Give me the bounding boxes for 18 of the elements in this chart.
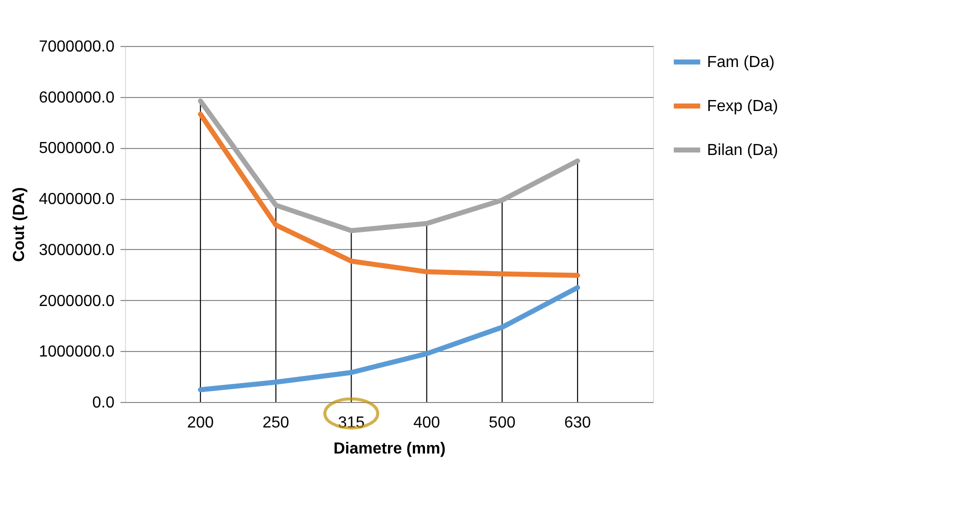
x-tick-label: 200 (187, 414, 214, 432)
legend-label: Fexp (Da) (707, 98, 778, 115)
y-tick-label: 1000000.0 (38, 344, 115, 361)
y-tick-label: 0.0 (92, 394, 115, 412)
x-tick-label: 250 (262, 414, 290, 432)
y-tick-label: 4000000.0 (38, 191, 115, 208)
y-tick-label: 5000000.0 (38, 140, 115, 158)
x-tick-label: 630 (564, 414, 592, 432)
y-tick-label: 3000000.0 (38, 242, 115, 259)
x-tick-label: 500 (488, 414, 516, 432)
legend-label: Fam (Da) (707, 54, 775, 71)
legend-label: Bilan (Da) (707, 142, 778, 159)
x-tick-label: 400 (413, 414, 440, 432)
x-axis-title: Diametre (mm) (333, 440, 446, 458)
y-axis-title: Cout (DA) (10, 187, 28, 262)
y-tick-label: 7000000.0 (38, 38, 115, 56)
y-tick-label: 2000000.0 (38, 292, 115, 310)
y-tick-label: 6000000.0 (38, 89, 115, 106)
